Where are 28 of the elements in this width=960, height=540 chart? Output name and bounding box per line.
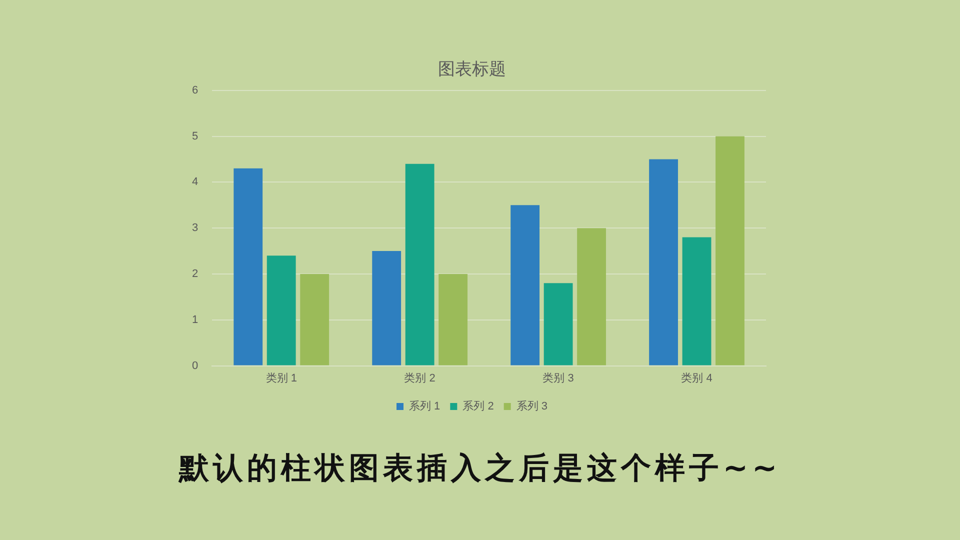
- y-tick-label: 3: [192, 222, 198, 234]
- legend-label: 系列 3: [516, 400, 548, 413]
- bar: [266, 256, 296, 366]
- bar: [510, 205, 540, 366]
- bar: [649, 159, 678, 366]
- y-tick-label: 1: [192, 314, 198, 326]
- x-tick-label: 类别 2: [404, 371, 436, 384]
- x-tick-label: 类别 1: [266, 371, 297, 384]
- bar: [577, 228, 606, 366]
- bar: [372, 251, 402, 366]
- y-tick-label: 0: [192, 360, 198, 372]
- bar: [438, 274, 468, 366]
- bar: [234, 168, 263, 366]
- legend-label: 系列 2: [462, 400, 494, 413]
- bar: [300, 274, 330, 366]
- y-tick-label: 6: [192, 84, 198, 96]
- bar: [405, 164, 434, 366]
- legend-label: 系列 1: [408, 400, 440, 413]
- y-tick-label: 4: [192, 176, 198, 188]
- y-tick-label: 5: [192, 130, 198, 142]
- x-tick-label: 类别 3: [542, 371, 574, 384]
- bar: [544, 283, 573, 366]
- bar: [716, 136, 744, 366]
- bar: [682, 237, 712, 366]
- text: 默认的柱状图表插入之后是这个样子~~: [177, 450, 782, 488]
- y-tick-label: 2: [192, 268, 198, 280]
- chart-title: 图表标题: [438, 60, 506, 80]
- x-tick-label: 类别 4: [681, 371, 712, 384]
